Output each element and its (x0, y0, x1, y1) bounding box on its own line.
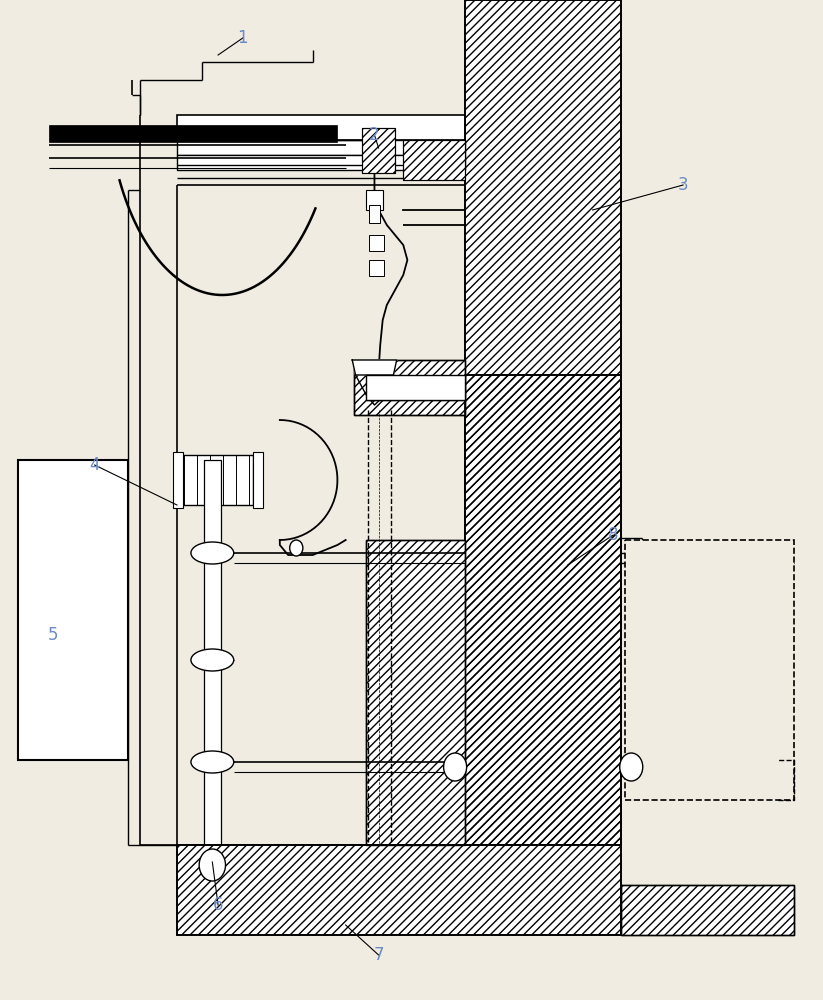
Text: 5: 5 (49, 626, 58, 644)
Bar (465, 375, 621, 845)
Text: 6: 6 (213, 896, 223, 914)
Bar (362, 128, 395, 173)
Text: 1: 1 (238, 29, 248, 47)
Text: 2: 2 (370, 126, 379, 144)
Bar (49, 125, 337, 142)
Polygon shape (358, 360, 391, 415)
Text: 8: 8 (608, 526, 618, 544)
Text: 4: 4 (90, 456, 100, 474)
Bar (366, 190, 383, 210)
Text: 3: 3 (678, 176, 688, 194)
Bar (354, 360, 465, 415)
Bar (177, 155, 465, 170)
Bar (179, 455, 253, 505)
Ellipse shape (191, 751, 234, 773)
Bar (362, 128, 395, 173)
Bar (366, 540, 465, 845)
Bar (177, 845, 621, 935)
Bar (177, 140, 465, 155)
Bar (366, 375, 465, 400)
Bar (253, 452, 263, 508)
Bar (369, 260, 384, 276)
Bar (465, 0, 621, 845)
Circle shape (444, 753, 467, 781)
Bar (18, 460, 128, 760)
Bar (621, 885, 794, 935)
Ellipse shape (191, 649, 234, 671)
Bar (354, 360, 465, 415)
Bar (366, 540, 465, 845)
Bar (625, 540, 794, 800)
Ellipse shape (191, 542, 234, 564)
Bar (403, 140, 465, 180)
Bar (173, 452, 183, 508)
Bar (465, 0, 621, 845)
Bar (403, 140, 465, 180)
Circle shape (620, 753, 643, 781)
Bar (369, 205, 380, 223)
Polygon shape (352, 360, 397, 375)
Circle shape (199, 849, 226, 881)
Bar (177, 115, 465, 140)
Bar (621, 885, 794, 935)
Circle shape (290, 540, 303, 556)
Text: 7: 7 (374, 946, 384, 964)
Bar (177, 845, 621, 935)
Bar (369, 235, 384, 251)
Bar (204, 460, 221, 855)
Bar (465, 375, 621, 845)
